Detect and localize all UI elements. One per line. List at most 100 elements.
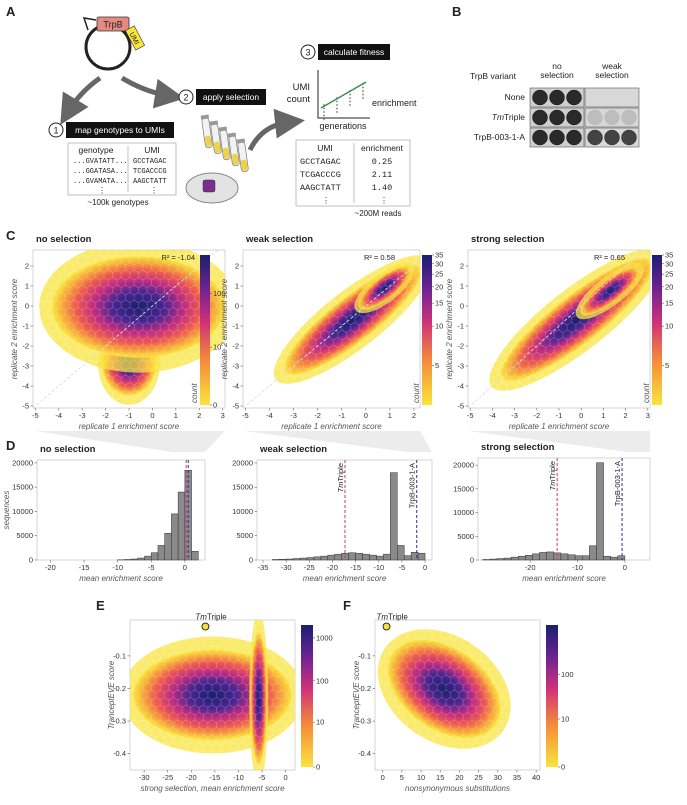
spot xyxy=(588,110,603,125)
flow-arrow xyxy=(68,78,100,112)
x-tick-label: -3 xyxy=(79,411,86,420)
reference-label: TrpB-003-1-A xyxy=(613,461,622,506)
y-tick-label: 5000 xyxy=(16,531,33,540)
umi: AAGCTATT xyxy=(133,178,167,186)
x-tick-label: -4 xyxy=(266,411,273,420)
y-tick-label: 2 xyxy=(460,262,464,271)
plasmid-label: TrpB xyxy=(103,20,122,30)
x-tick-label: 0 xyxy=(283,773,287,782)
hex-texture xyxy=(468,250,650,408)
y-tick-label: -1 xyxy=(457,322,464,331)
y-tick-label: -2 xyxy=(232,342,239,351)
x-tick-label: -5 xyxy=(242,411,249,420)
bar xyxy=(404,556,411,560)
density xyxy=(121,612,303,784)
bar xyxy=(568,555,575,560)
chart-title: weak selection xyxy=(259,444,327,455)
mini-dot xyxy=(323,111,325,113)
x-tick-label: -20 xyxy=(327,563,338,572)
highlight-label-italic: Tm xyxy=(377,613,389,622)
y-tick-label: 20000 xyxy=(12,458,33,467)
x-tick-label: -15 xyxy=(79,563,90,572)
density xyxy=(355,605,540,774)
highlight-label: TmTriple xyxy=(195,613,227,622)
umi: GCCTAGAC xyxy=(133,158,167,166)
y-tick-label: 15000 xyxy=(232,483,253,492)
mini-dot xyxy=(349,101,351,103)
colorbar xyxy=(546,625,558,767)
x-tick-label: -5 xyxy=(399,563,406,572)
x-tick-label: 0 xyxy=(183,563,187,572)
x-tick-label: -25 xyxy=(162,773,173,782)
x-axis-label: strong selection, mean enrichment score xyxy=(140,784,285,793)
step-number: 2 xyxy=(183,93,188,103)
spot xyxy=(533,110,548,125)
x-axis-label: nonsynonymous substitutions xyxy=(405,784,510,793)
x-tick-label: -10 xyxy=(373,563,384,572)
y-tick-label: -0.4 xyxy=(358,749,371,758)
bar xyxy=(151,553,158,560)
y-tick-label: -3 xyxy=(22,362,29,371)
umi: AAGCTATT xyxy=(300,183,341,193)
reference-label-italic: Tm xyxy=(548,479,557,490)
y-tick-label: 10000 xyxy=(12,507,33,516)
colorbar-tick-label: 15 xyxy=(665,299,673,308)
table-header: enrichment xyxy=(361,143,404,153)
y-axis-label: replicate 2 enrichment score xyxy=(220,278,229,379)
bar xyxy=(561,554,568,560)
colorbar-tick-label: 10 xyxy=(561,714,569,723)
colorbar-label: count xyxy=(642,383,651,403)
bar xyxy=(390,473,397,560)
x-tick-label: 2 xyxy=(197,411,201,420)
y-tick-label: -0.1 xyxy=(358,651,371,660)
bar xyxy=(618,556,625,560)
bar xyxy=(518,556,525,560)
spot xyxy=(622,130,637,145)
enrichment: 2.11 xyxy=(372,170,392,180)
colorbar-tick-label: 0 xyxy=(561,763,565,772)
x-tick-label: -5 xyxy=(467,411,474,420)
flow-arrow xyxy=(250,122,290,150)
highlight-label: TmTriple xyxy=(377,613,409,622)
x-tick-label: 0 xyxy=(381,773,385,782)
x-tick-label: 20 xyxy=(455,773,463,782)
mini-dot xyxy=(323,115,325,117)
bar xyxy=(397,545,404,560)
reference-label-italic: Tm xyxy=(336,481,345,492)
x-tick-label: 1 xyxy=(601,411,605,420)
mini-dot xyxy=(362,87,364,89)
x-tick-label: -1 xyxy=(556,411,563,420)
y-axis-label: sequences xyxy=(2,491,11,530)
y-tick-label: 0 xyxy=(470,556,474,565)
bar xyxy=(321,556,328,560)
colorbar-tick-label: 35 xyxy=(665,251,673,260)
colorbar-tick-label: 1000 xyxy=(316,633,333,642)
colorbar-tick-label: 25 xyxy=(665,270,673,279)
mini-dot xyxy=(349,97,351,99)
mini-dot xyxy=(349,94,351,96)
y-tick-label: -2 xyxy=(22,342,29,351)
table-header: TrpB variant xyxy=(470,71,517,81)
umi: GCCTAGAC xyxy=(300,157,341,167)
x-axis-label: replicate 1 enrichment score xyxy=(79,422,180,431)
x-axis-label: replicate 1 enrichment score xyxy=(509,422,610,431)
y-tick-label: -1 xyxy=(22,322,29,331)
mini-dot xyxy=(336,104,338,106)
bar xyxy=(286,559,293,560)
x-tick-label: -15 xyxy=(350,563,361,572)
bar xyxy=(279,559,286,560)
y-tick-label: -1 xyxy=(232,322,239,331)
density xyxy=(468,228,682,411)
chart-title: strong selection xyxy=(471,234,545,245)
annotation: R² = 0.65 xyxy=(594,253,625,262)
x-tick-label: -20 xyxy=(186,773,197,782)
colorbar-tick-label: 15 xyxy=(435,299,443,308)
colorbar xyxy=(301,625,313,767)
colorbar xyxy=(200,255,210,405)
spot xyxy=(605,110,620,125)
plasmid xyxy=(86,25,130,69)
bar xyxy=(131,559,138,560)
bar xyxy=(314,557,321,560)
